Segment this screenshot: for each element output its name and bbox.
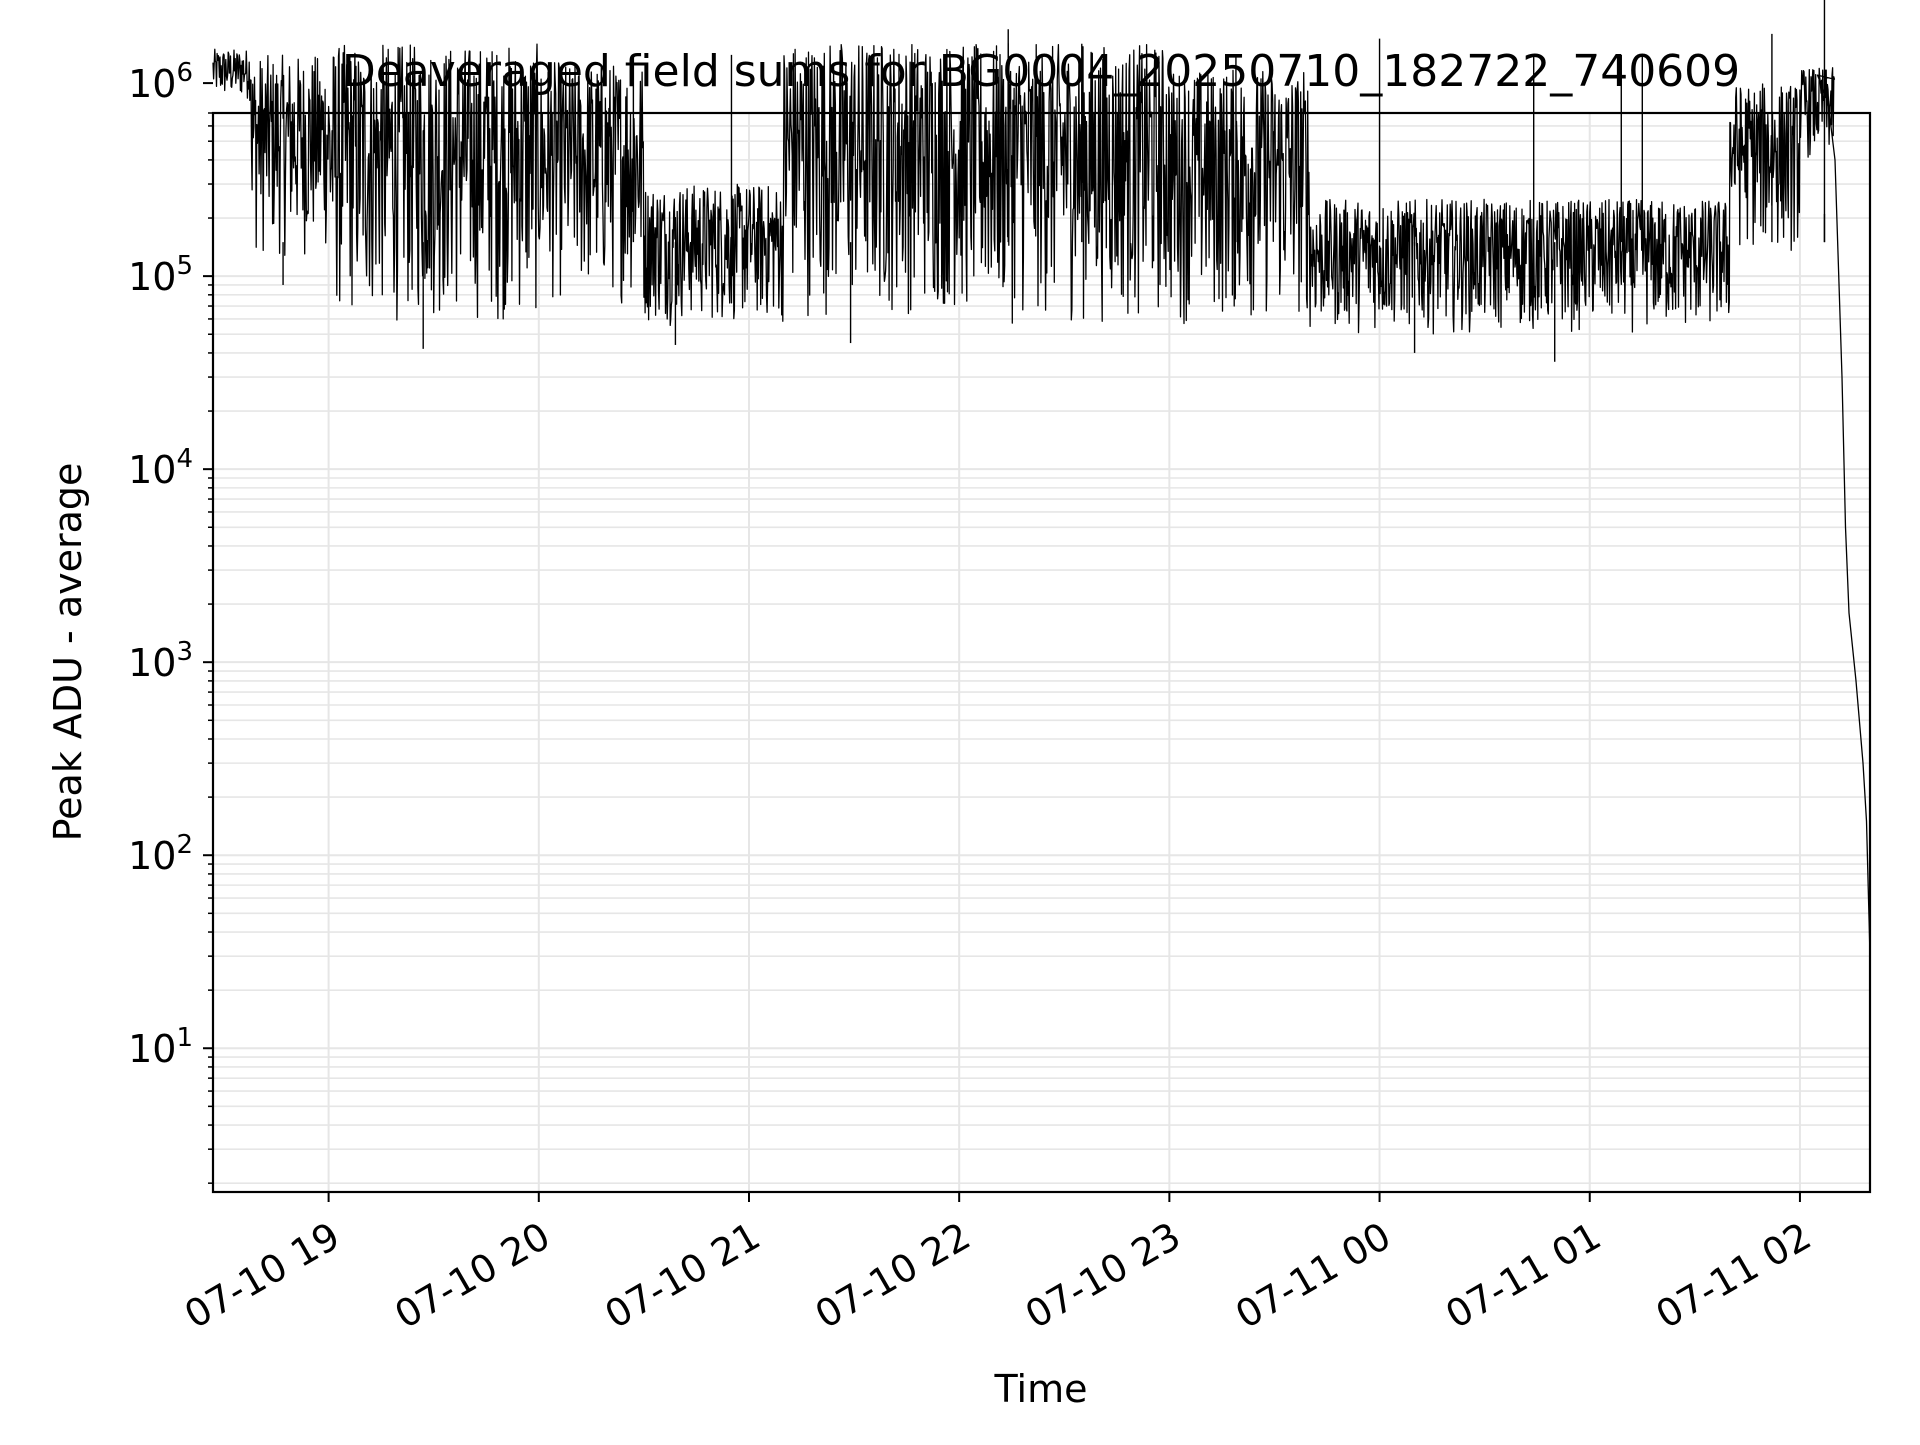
plot-frame <box>211 111 1872 1194</box>
y-tick-label: 102 <box>128 830 193 878</box>
y-tick-label: 106 <box>128 58 193 106</box>
series-line <box>212 43 1871 957</box>
data-layer <box>212 0 1871 957</box>
x-axis-label: Time <box>994 1367 1088 1411</box>
y-tick-label: 101 <box>128 1023 193 1071</box>
chart-title: Deaveraged field sums for BG0004_2025071… <box>342 46 1740 97</box>
y-tick-label: 104 <box>128 444 193 492</box>
y-tick-label: 103 <box>128 637 193 685</box>
y-axis-label: Peak ADU - average <box>46 463 90 842</box>
y-tick-label: 105 <box>128 251 193 299</box>
